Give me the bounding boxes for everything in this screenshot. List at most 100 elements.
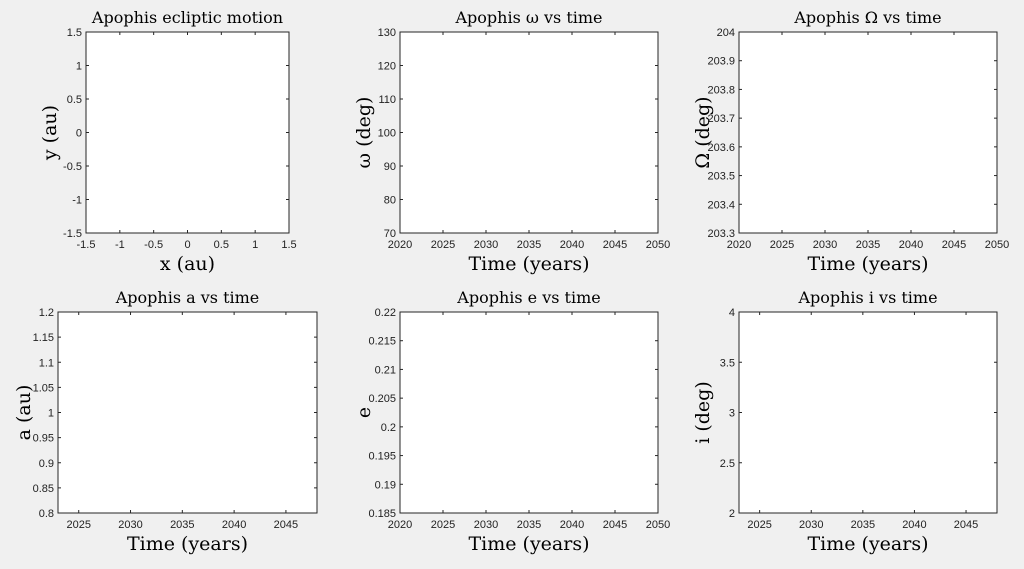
chart-4: 2025 2030 2035 2040 2045 0.8 0.85 0.9 0.95 1 1.05 1… — [13, 288, 318, 555]
y-tick-label: 0.85 — [33, 483, 54, 495]
x-tick-label: 2025 — [747, 519, 771, 531]
chart-1: -1.5 -1 -0.5 0 0.5 1 1.5 -1.5 -1 -0.5 0 0.5 1 1.5 Apop… — [39, 8, 297, 275]
y-tick-label: 90 — [384, 161, 396, 173]
y-tick-label: 203.6 — [707, 142, 735, 154]
x-tick-label: 1.5 — [281, 239, 296, 251]
y-tick-label: 3 — [729, 408, 735, 420]
y-tick-label: 203.8 — [707, 84, 735, 96]
x-tick-label: 2030 — [474, 239, 498, 251]
x-tick-label: 2035 — [856, 239, 880, 251]
y-tick-label: 120 — [378, 61, 396, 73]
y-tick-label: 4 — [729, 307, 735, 319]
x-tick-label: 2020 — [388, 519, 412, 531]
axes-frame — [57, 311, 318, 514]
chart-title: Apophis a vs time — [115, 288, 260, 307]
y-tick-label: 0.8 — [39, 508, 54, 520]
y-tick-label: 203.7 — [707, 113, 735, 125]
y-tick-label: 3.5 — [720, 357, 735, 369]
y-tick-label: 130 — [378, 27, 396, 39]
y-tick-label: -0.5 — [63, 161, 82, 173]
x-tick-label: 2045 — [274, 519, 298, 531]
x-tick-label: 2025 — [770, 239, 794, 251]
y-axis-label: a (au) — [13, 385, 35, 441]
x-tick-label: 0.5 — [214, 239, 229, 251]
y-tick-label: 2 — [729, 508, 735, 520]
x-tick-label: 2040 — [902, 519, 926, 531]
y-tick-label: 1.1 — [39, 357, 54, 369]
chart-title: Apophis Ω vs time — [793, 8, 941, 27]
x-tick-label: 2025 — [431, 519, 455, 531]
y-tick-label: 1 — [76, 61, 82, 73]
y-tick-label: 1.05 — [33, 382, 54, 394]
y-tick-label: 0.5 — [67, 94, 82, 106]
y-tick-label: 203.3 — [707, 228, 735, 240]
x-tick-label: -1 — [115, 239, 125, 251]
x-tick-label: 2040 — [560, 519, 584, 531]
axes-frame — [738, 31, 998, 234]
y-tick-label: 0.21 — [375, 364, 396, 376]
y-tick-label: 1.5 — [67, 27, 82, 39]
x-tick-label: 2045 — [603, 239, 627, 251]
x-tick-label: 2035 — [517, 519, 541, 531]
chart-3: 2020 2025 2030 2035 2040 2045 2050 203.3 203.4 20… — [692, 8, 1009, 275]
y-tick-label: 70 — [384, 228, 396, 240]
y-tick-label: 1 — [48, 408, 54, 420]
y-axis-label: Ω (deg) — [692, 96, 714, 168]
y-tick-label: -1 — [72, 195, 82, 207]
y-tick-label: 110 — [378, 94, 396, 106]
y-tick-label: -1.5 — [63, 228, 82, 240]
x-axis-label: Time (years) — [468, 253, 589, 275]
y-tick-label: 0.195 — [368, 451, 396, 463]
chart-6: 2025 2030 2035 2040 2045 2 2.5 3 3.5 4 Apophis i v… — [692, 288, 998, 555]
y-tick-label: 0.95 — [33, 433, 54, 445]
x-axis-label: Time (years) — [468, 533, 589, 555]
x-tick-label: 0 — [184, 239, 190, 251]
y-tick-label: 0.185 — [368, 508, 396, 520]
chart-5: 2020 2025 2030 2035 2040 2045 2050 0.185 0.19 0.1… — [353, 288, 670, 555]
y-tick-label: 0.205 — [368, 393, 396, 405]
x-axis-label: Time (years) — [127, 533, 248, 555]
x-tick-label: -1.5 — [77, 239, 96, 251]
chart-title: Apophis i vs time — [797, 288, 937, 307]
x-tick-label: 2030 — [799, 519, 823, 531]
x-axis-label: Time (years) — [807, 253, 928, 275]
y-tick-label: 2.5 — [720, 458, 735, 470]
axes-frame — [85, 31, 290, 234]
chart-title: Apophis ecliptic motion — [91, 8, 283, 27]
axes-frame — [738, 311, 998, 514]
x-tick-label: 2050 — [985, 239, 1009, 251]
axes-frame — [399, 311, 659, 514]
x-tick-label: 2045 — [954, 519, 978, 531]
x-tick-label: 2035 — [851, 519, 875, 531]
y-tick-label: 203.4 — [707, 199, 735, 211]
y-tick-label: 203.9 — [707, 56, 735, 68]
x-tick-label: 2045 — [603, 519, 627, 531]
x-tick-label: 2030 — [474, 519, 498, 531]
x-tick-label: 2020 — [388, 239, 412, 251]
x-tick-label: 2030 — [813, 239, 837, 251]
x-tick-label: 1 — [252, 239, 258, 251]
x-tick-label: 2040 — [560, 239, 584, 251]
y-tick-label: 100 — [378, 128, 396, 140]
y-tick-label: 204 — [717, 27, 735, 39]
y-tick-label: 203.5 — [707, 171, 735, 183]
y-tick-label: 80 — [384, 195, 396, 207]
y-tick-label: 0.2 — [381, 422, 396, 434]
x-tick-label: 2050 — [646, 239, 670, 251]
x-axis-label: Time (years) — [807, 533, 928, 555]
chart-title: Apophis ω vs time — [454, 8, 602, 27]
y-axis-label: ω (deg) — [353, 97, 375, 169]
x-tick-label: 2035 — [170, 519, 194, 531]
y-tick-label: 1.15 — [33, 332, 54, 344]
x-tick-label: 2050 — [646, 519, 670, 531]
y-axis-label: e — [353, 407, 375, 418]
x-axis-label: x (au) — [160, 253, 215, 275]
y-tick-label: 0.19 — [375, 479, 396, 491]
y-tick-label: 0.22 — [375, 307, 396, 319]
y-axis-label: i (deg) — [692, 381, 714, 444]
axes-frame — [399, 31, 659, 234]
y-tick-label: 0.215 — [368, 336, 396, 348]
chart-title: Apophis e vs time — [456, 288, 600, 307]
y-tick-label: 1.2 — [39, 307, 54, 319]
